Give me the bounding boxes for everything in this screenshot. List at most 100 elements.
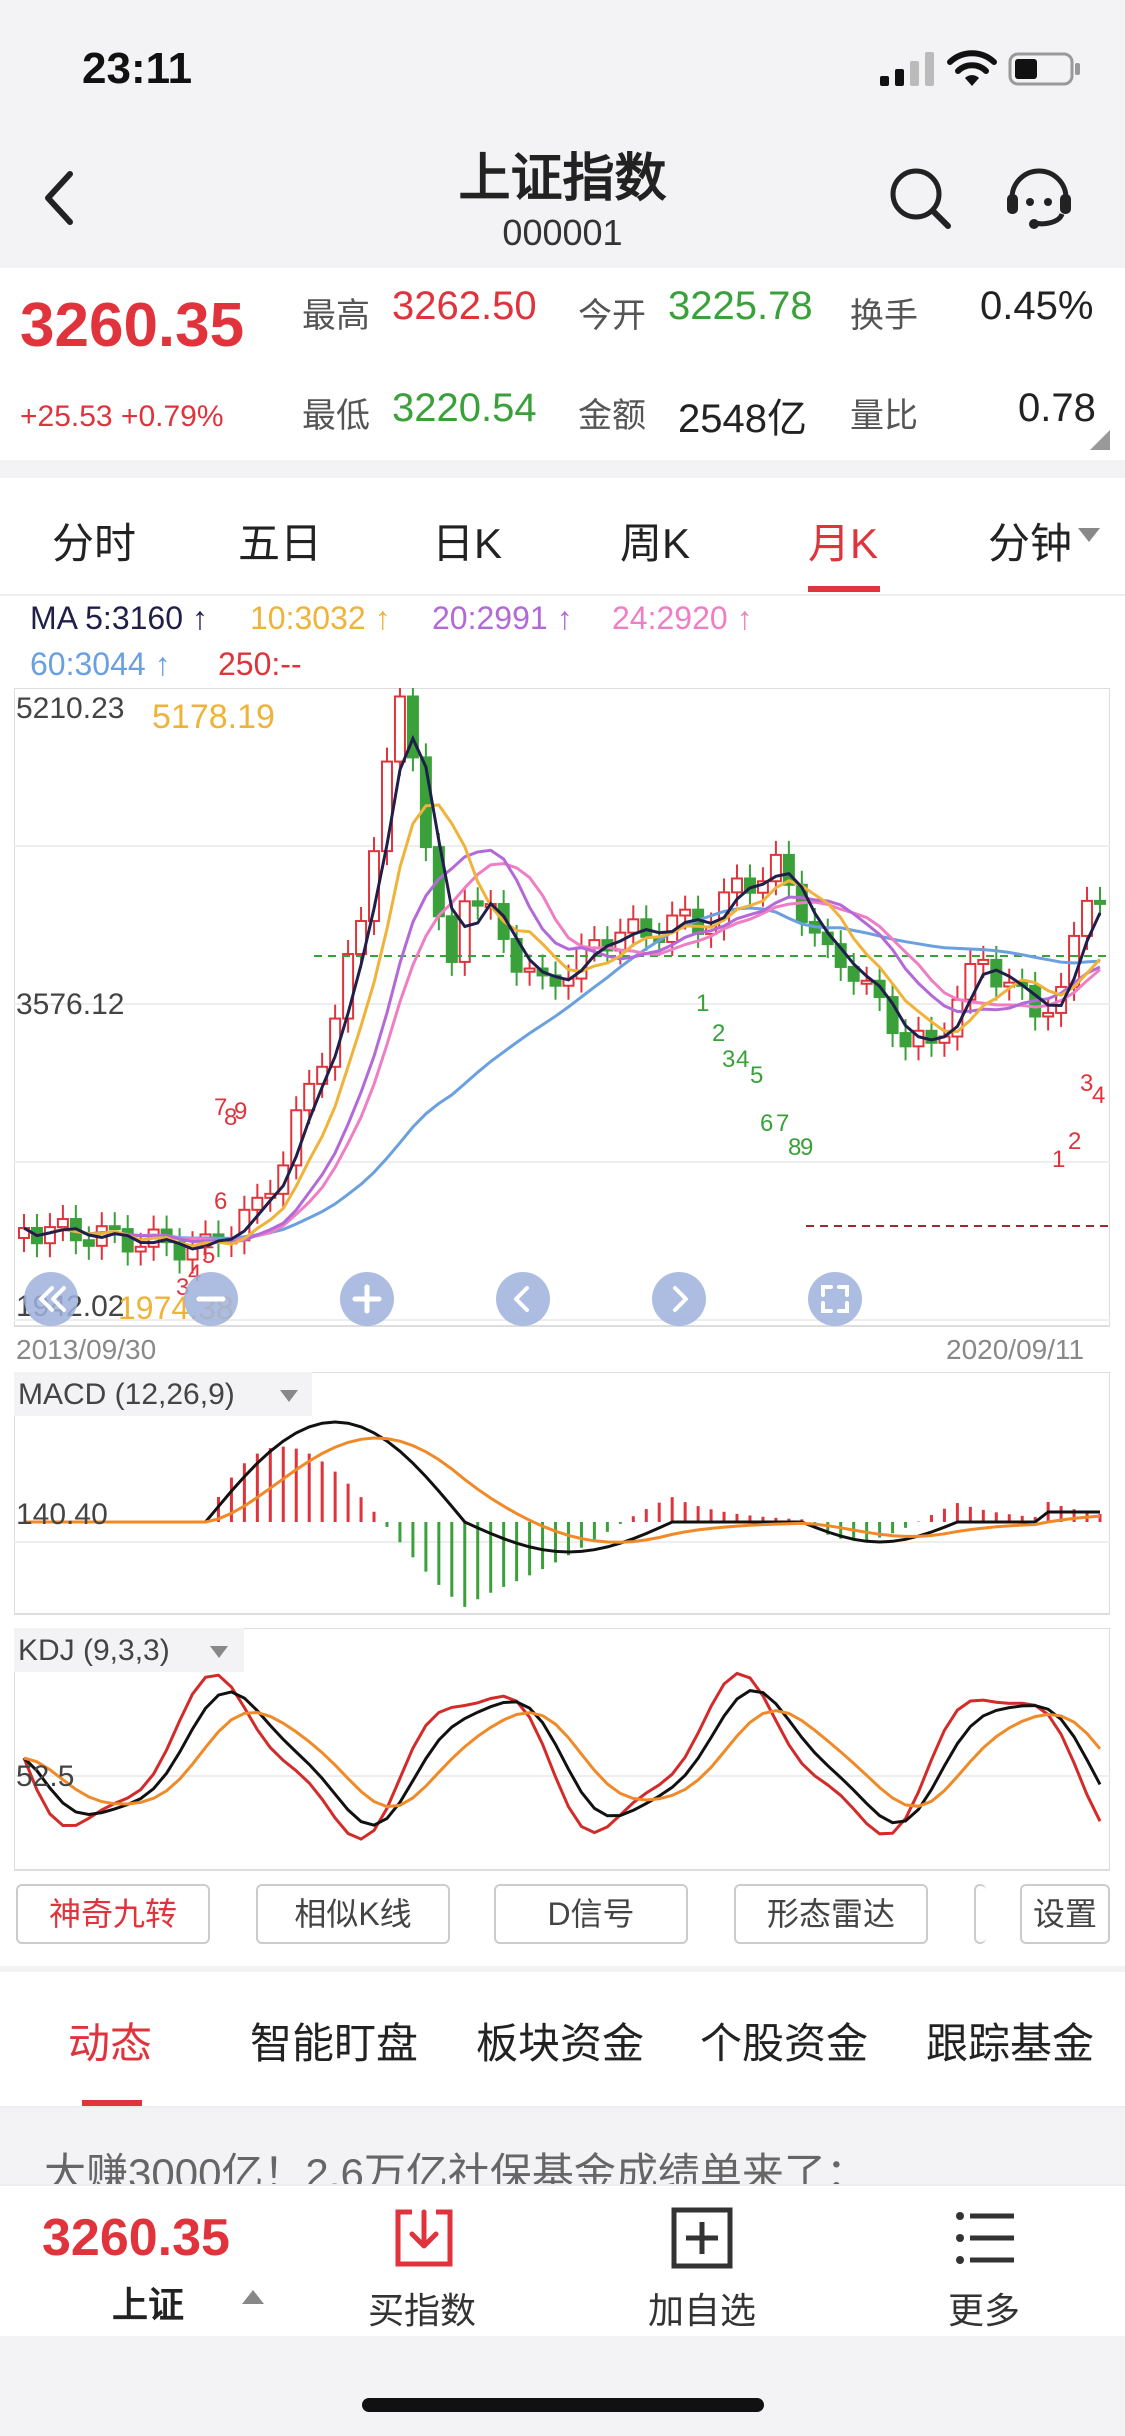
- candle: [769, 853, 782, 883]
- high-label: 最高: [302, 297, 370, 335]
- tab-monthly-k[interactable]: 月K: [808, 520, 879, 567]
- candle: [860, 979, 873, 985]
- candle: [925, 1029, 938, 1044]
- tab-stock-funds[interactable]: 个股资金: [700, 2020, 869, 2067]
- open-label: 今开: [578, 297, 646, 335]
- tab-weekly-k[interactable]: 周K: [620, 520, 691, 567]
- btn-d-signal[interactable]: D信号: [494, 1884, 688, 1944]
- scroll-left-icon[interactable]: [494, 1270, 552, 1328]
- chevron-down-icon[interactable]: [280, 1390, 298, 1402]
- back-icon[interactable]: [38, 168, 82, 228]
- nine-turn-marker: 9: [234, 1098, 248, 1125]
- news-tabs: [0, 1972, 1125, 2108]
- customer-service-icon[interactable]: [1004, 160, 1074, 234]
- wifi-icon: [947, 50, 997, 86]
- x-end-label: 2020/09/11: [946, 1334, 1085, 1365]
- chevron-down-icon[interactable]: [1078, 528, 1100, 542]
- fullscreen-icon[interactable]: [806, 1270, 864, 1328]
- candle: [977, 958, 990, 966]
- kdj-chart[interactable]: [14, 1628, 1110, 1872]
- x-start-label: 2013/09/30: [16, 1334, 157, 1365]
- tab-five-day[interactable]: 五日: [238, 520, 323, 567]
- turnover-value: 0.45%: [980, 284, 1094, 328]
- candle: [303, 1082, 316, 1112]
- amount-value: 2548亿: [678, 397, 807, 441]
- btn-settings[interactable]: 设置: [1020, 1884, 1110, 1944]
- tab-sector-funds[interactable]: 板块资金: [476, 2020, 645, 2067]
- ma5-label: MA 5:3160 ↑: [30, 600, 208, 636]
- amount-label: 金额: [578, 397, 646, 435]
- tab-fenshi[interactable]: 分时: [52, 520, 137, 567]
- btn-similar-k[interactable]: 相似K线: [256, 1884, 450, 1944]
- btn-more-indicators[interactable]: [974, 1884, 986, 1944]
- nine-turn-marker: 8: [224, 1104, 238, 1131]
- nine-turn-marker: 4: [1092, 1082, 1106, 1109]
- kline-chart[interactable]: [14, 688, 1110, 1328]
- bottom-bar: [0, 2184, 1125, 2336]
- bottom-index-name[interactable]: 上证: [112, 2284, 185, 2325]
- ratio-label: 量比: [850, 397, 918, 435]
- candle: [1042, 1011, 1055, 1018]
- candle: [1094, 899, 1106, 905]
- candle: [342, 953, 355, 1020]
- ma10-label: 10:3032 ↑: [250, 600, 391, 636]
- macd-label[interactable]: MACD (12,26,9): [18, 1378, 235, 1411]
- nine-turn-marker: 9: [800, 1134, 814, 1161]
- nine-turn-marker: 3: [1080, 1070, 1094, 1097]
- candle: [847, 965, 860, 982]
- period-tabs: [0, 478, 1125, 596]
- active-tab-indicator: [808, 586, 880, 592]
- btn-nine-turn[interactable]: 神奇九转: [16, 1884, 210, 1944]
- btn-pattern-radar[interactable]: 形态雷达: [734, 1884, 928, 1944]
- battery-icon: [1008, 52, 1080, 86]
- high-value: 3262.50: [392, 284, 537, 328]
- tab-minute[interactable]: 分钟: [988, 520, 1073, 567]
- macd-y-label: 140.40: [16, 1498, 108, 1531]
- current-price: 3260.35: [20, 291, 245, 360]
- low-value: 3220.54: [392, 386, 537, 430]
- y-top-label: 5210.23: [16, 692, 125, 725]
- nine-turn-marker: 3: [722, 1046, 736, 1073]
- candle: [523, 967, 536, 973]
- tab-news[interactable]: 动态: [68, 2020, 153, 2067]
- buy-index-label[interactable]: 买指数: [367, 2290, 476, 2331]
- quote-panel: [0, 268, 1125, 460]
- ratio-value: 0.78: [1018, 386, 1096, 430]
- candle: [82, 1239, 95, 1247]
- zoom-in-icon[interactable]: [338, 1270, 396, 1328]
- buy-index-icon[interactable]: [392, 2206, 456, 2270]
- nine-turn-marker: 4: [736, 1046, 750, 1073]
- candle: [471, 900, 484, 907]
- kdj-y-label: 52.5: [16, 1760, 75, 1793]
- kdj-label[interactable]: KDJ (9,3,3): [18, 1634, 170, 1667]
- candle: [277, 1164, 290, 1195]
- tab-daily-k[interactable]: 日K: [432, 520, 503, 567]
- tab-smart-watch[interactable]: 智能盯盘: [250, 2020, 419, 2067]
- rewind-icon[interactable]: [22, 1270, 80, 1328]
- nine-turn-marker: 2: [1068, 1128, 1082, 1155]
- nine-turn-marker: 1: [1052, 1146, 1066, 1173]
- home-indicator: [362, 2398, 764, 2412]
- candle: [782, 853, 795, 886]
- signal-icon: [880, 52, 934, 86]
- candle: [899, 1032, 912, 1048]
- tab-tracking-fund[interactable]: 跟踪基金: [926, 2020, 1095, 2067]
- caret-up-icon[interactable]: [242, 2290, 264, 2304]
- candle: [406, 695, 419, 759]
- macd-chart[interactable]: [14, 1372, 1110, 1616]
- nine-turn-marker: 5: [750, 1062, 764, 1089]
- menu-icon[interactable]: [954, 2206, 1018, 2270]
- more-label[interactable]: 更多: [947, 2290, 1020, 2331]
- chevron-down-icon[interactable]: [210, 1646, 228, 1658]
- price-change: +25.53 +0.79%: [20, 400, 224, 433]
- expand-corner-icon[interactable]: [1090, 430, 1110, 450]
- candle: [1081, 899, 1094, 937]
- stock-code: 000001: [502, 212, 623, 253]
- zoom-out-icon[interactable]: [182, 1270, 240, 1328]
- candle: [393, 695, 406, 763]
- scroll-right-icon[interactable]: [650, 1270, 708, 1328]
- search-icon[interactable]: [888, 166, 952, 230]
- add-watchlist-icon[interactable]: [670, 2206, 734, 2270]
- add-watchlist-label[interactable]: 加自选: [647, 2290, 756, 2331]
- low-label: 最低: [302, 397, 370, 435]
